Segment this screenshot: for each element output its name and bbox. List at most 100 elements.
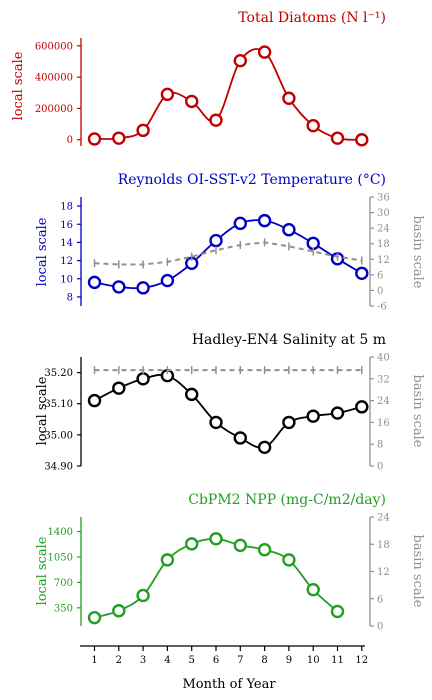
x-tick-label: 9 <box>286 655 292 666</box>
left-tick-label: 1400 <box>48 527 73 538</box>
left-axis-label: local scale <box>35 536 50 605</box>
left-tick-label: 35.20 <box>44 368 73 379</box>
right-tick-label: 24 <box>377 396 390 407</box>
left-tick-label: 34.90 <box>44 462 73 473</box>
local-series-marker <box>112 381 126 395</box>
x-tick-label: 3 <box>140 655 146 666</box>
right-tick-label: 32 <box>377 374 390 385</box>
right-tick-label: 6 <box>377 270 383 281</box>
right-tick-label: 0 <box>377 622 383 633</box>
local-series-marker <box>355 266 369 280</box>
x-tick-label: 4 <box>164 655 170 666</box>
local-series-marker <box>87 132 102 146</box>
left-tick-label: 350 <box>54 603 73 614</box>
left-tick-label: 35.00 <box>44 430 73 441</box>
left-tick-label: 600000 <box>35 41 73 52</box>
local-series-marker <box>355 133 369 147</box>
right-tick-label: 16 <box>377 418 390 429</box>
local-series-marker <box>330 604 345 619</box>
local-series-line <box>94 373 363 449</box>
panel-title: Reynolds OI-SST-v2 Temperature (°C) <box>118 172 386 188</box>
panel-title: CbPM2 NPP (mg-C/m2/day) <box>188 492 386 508</box>
local-series-marker <box>184 94 199 109</box>
right-tick-label: 40 <box>377 353 390 364</box>
x-tick-label: 6 <box>213 655 219 666</box>
left-tick-label: 0 <box>67 135 73 146</box>
right-tick-label: 24 <box>377 224 390 235</box>
local-series-marker <box>282 222 296 237</box>
local-series-marker <box>87 393 102 408</box>
right-tick-label: 12 <box>377 255 390 266</box>
right-axis-label: basin scale <box>410 535 425 608</box>
right-tick-label: 30 <box>377 208 390 219</box>
local-series-line <box>94 537 339 619</box>
panel-title: Total Diatoms (N l⁻¹) <box>238 10 386 26</box>
local-series-marker <box>209 113 223 127</box>
left-tick-label: 14 <box>60 238 73 249</box>
local-series-marker <box>209 233 223 248</box>
left-tick-label: 200000 <box>35 104 73 115</box>
basin-series-line <box>94 241 362 266</box>
x-tick-label: 7 <box>237 655 243 666</box>
local-series-marker <box>160 87 175 102</box>
right-tick-label: 24 <box>377 513 390 524</box>
x-tick-label: 11 <box>331 655 344 666</box>
local-series-marker <box>257 543 272 557</box>
right-tick-label: -6 <box>377 302 387 313</box>
right-axis-label: basin scale <box>410 216 425 289</box>
x-tick-label: 5 <box>189 655 195 666</box>
local-series-marker <box>233 216 248 231</box>
local-series-marker <box>282 91 296 105</box>
x-tick-label: 1 <box>91 655 97 666</box>
right-tick-label: 18 <box>377 540 390 551</box>
local-series-line <box>94 219 363 290</box>
local-series-marker <box>160 553 175 567</box>
right-tick-label: 8 <box>377 440 383 451</box>
local-series-marker <box>306 409 320 423</box>
left-tick-label: 1050 <box>48 552 73 563</box>
left-tick-label: 16 <box>60 220 73 231</box>
right-tick-label: 36 <box>377 193 390 204</box>
local-series-marker <box>112 604 126 618</box>
local-series-marker <box>233 431 248 445</box>
local-series-marker <box>136 372 150 386</box>
local-series-marker <box>209 415 223 430</box>
left-tick-label: 700 <box>54 578 73 589</box>
panel-title: Hadley-EN4 Salinity at 5 m <box>192 332 386 348</box>
local-series-marker <box>282 415 296 430</box>
local-series-marker <box>257 45 272 59</box>
right-tick-label: 0 <box>377 462 383 473</box>
local-series-marker <box>306 236 320 251</box>
local-series-marker <box>87 275 102 290</box>
local-series-marker <box>306 582 320 597</box>
local-series-marker <box>112 131 126 145</box>
left-tick-label: 400000 <box>35 73 73 84</box>
right-tick-label: 12 <box>377 567 390 578</box>
local-series-line <box>94 48 362 141</box>
local-series-marker <box>330 406 345 420</box>
local-series-marker <box>184 387 199 402</box>
local-series-marker <box>257 440 272 455</box>
local-series-marker <box>355 400 369 414</box>
local-series-marker <box>257 213 272 228</box>
left-axis-label: local scale <box>11 51 26 120</box>
local-series-marker <box>233 53 248 68</box>
left-tick-label: 18 <box>60 202 73 213</box>
local-series-marker <box>330 131 345 145</box>
x-tick-label: 12 <box>355 655 368 666</box>
x-tick-label: 10 <box>307 655 320 666</box>
left-tick-label: 35.10 <box>44 399 73 410</box>
local-series-marker <box>233 538 248 553</box>
local-series-marker <box>136 588 150 603</box>
local-series-marker <box>209 532 223 546</box>
left-tick-label: 8 <box>67 292 73 303</box>
local-series-marker <box>136 123 150 138</box>
x-tick-label: 8 <box>261 655 267 666</box>
right-tick-label: 6 <box>377 594 383 605</box>
local-series-marker <box>306 118 320 133</box>
left-tick-label: 12 <box>60 256 73 267</box>
left-axis-label: local scale <box>35 217 50 286</box>
right-axis-label: basin scale <box>410 375 425 448</box>
local-series-marker <box>184 537 199 551</box>
